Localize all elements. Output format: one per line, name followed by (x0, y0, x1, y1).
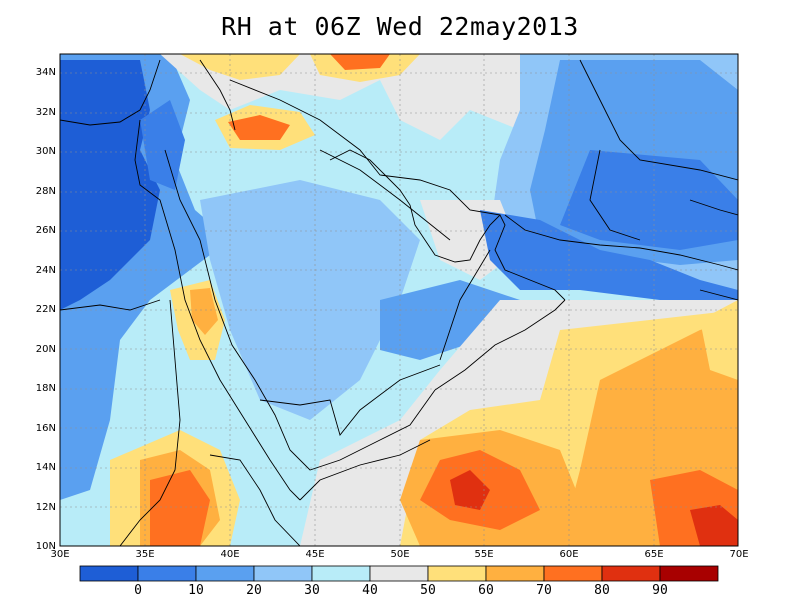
colorbar-label: 30 (304, 583, 320, 598)
colorbar-swatch (369, 565, 429, 582)
rh-gulf-low-zone (480, 210, 738, 310)
rh-levant-zone (140, 100, 185, 190)
chart-title: RH at 06Z Wed 22may2013 (221, 12, 579, 41)
colorbar-label: 70 (536, 583, 552, 598)
lon-label: 60E (559, 549, 579, 560)
lat-label: 12N (35, 502, 56, 513)
rh-east-max-zone (690, 505, 738, 546)
colorbar-label: 0 (134, 583, 142, 598)
colorbar-swatch (253, 565, 313, 582)
lon-label: 55E (474, 549, 494, 560)
colorbar-label: 90 (652, 583, 668, 598)
colorbar (79, 565, 719, 582)
colorbar-swatch (659, 565, 719, 582)
lon-label: 65E (644, 549, 664, 560)
lat-label: 32N (35, 107, 56, 118)
lat-label: 16N (35, 423, 56, 434)
colorbar-label: 20 (246, 583, 262, 598)
lat-label: 24N (35, 265, 56, 276)
colorbar-label: 80 (594, 583, 610, 598)
lon-label: 45E (305, 549, 325, 560)
lat-label: 22N (35, 304, 56, 315)
colorbar-label: 40 (362, 583, 378, 598)
plot-frame (59, 53, 739, 547)
coastlines (60, 59, 738, 546)
colorbar-swatch (195, 565, 255, 582)
rh-north-peak-zone (330, 54, 390, 70)
colorbar-label: 60 (478, 583, 494, 598)
lat-label: 14N (35, 462, 56, 473)
rh-central-zone (200, 180, 420, 420)
rh-iran-lowest-zone (560, 150, 738, 250)
rh-aden-max-zone (450, 470, 490, 510)
rh-east-moist-zone (700, 300, 738, 380)
colorbar-swatch (137, 565, 197, 582)
colorbar-label: 10 (188, 583, 204, 598)
lat-label: 18N (35, 383, 56, 394)
rh-west-lowest-zone (60, 60, 160, 310)
lat-label: 28N (35, 186, 56, 197)
rh-north-moist-zone (180, 54, 300, 80)
lon-label: 50E (390, 549, 410, 560)
colorbar-swatch (79, 565, 139, 582)
colorbar-label: 50 (420, 583, 436, 598)
rh-redsea-peak-zone (190, 288, 218, 335)
colorbar-swatch (485, 565, 545, 582)
lat-label: 26N (35, 225, 56, 236)
lon-label: 70E (729, 549, 749, 560)
colorbar-swatch (601, 565, 661, 582)
lon-label: 40E (220, 549, 240, 560)
colorbar-swatch (427, 565, 487, 582)
rh-iraq-peak-zone (228, 115, 290, 140)
colorbar-swatch (543, 565, 603, 582)
colorbar-swatch (311, 565, 371, 582)
lon-label: 35E (135, 549, 155, 560)
lat-label: 10N (35, 541, 56, 552)
grid-lines (60, 54, 738, 546)
lon-label: 30E (50, 549, 70, 560)
lat-label: 20N (35, 344, 56, 355)
lat-label: 34N (35, 67, 56, 78)
lat-label: 30N (35, 146, 56, 157)
rh-arabia-dry-zone (380, 280, 520, 360)
